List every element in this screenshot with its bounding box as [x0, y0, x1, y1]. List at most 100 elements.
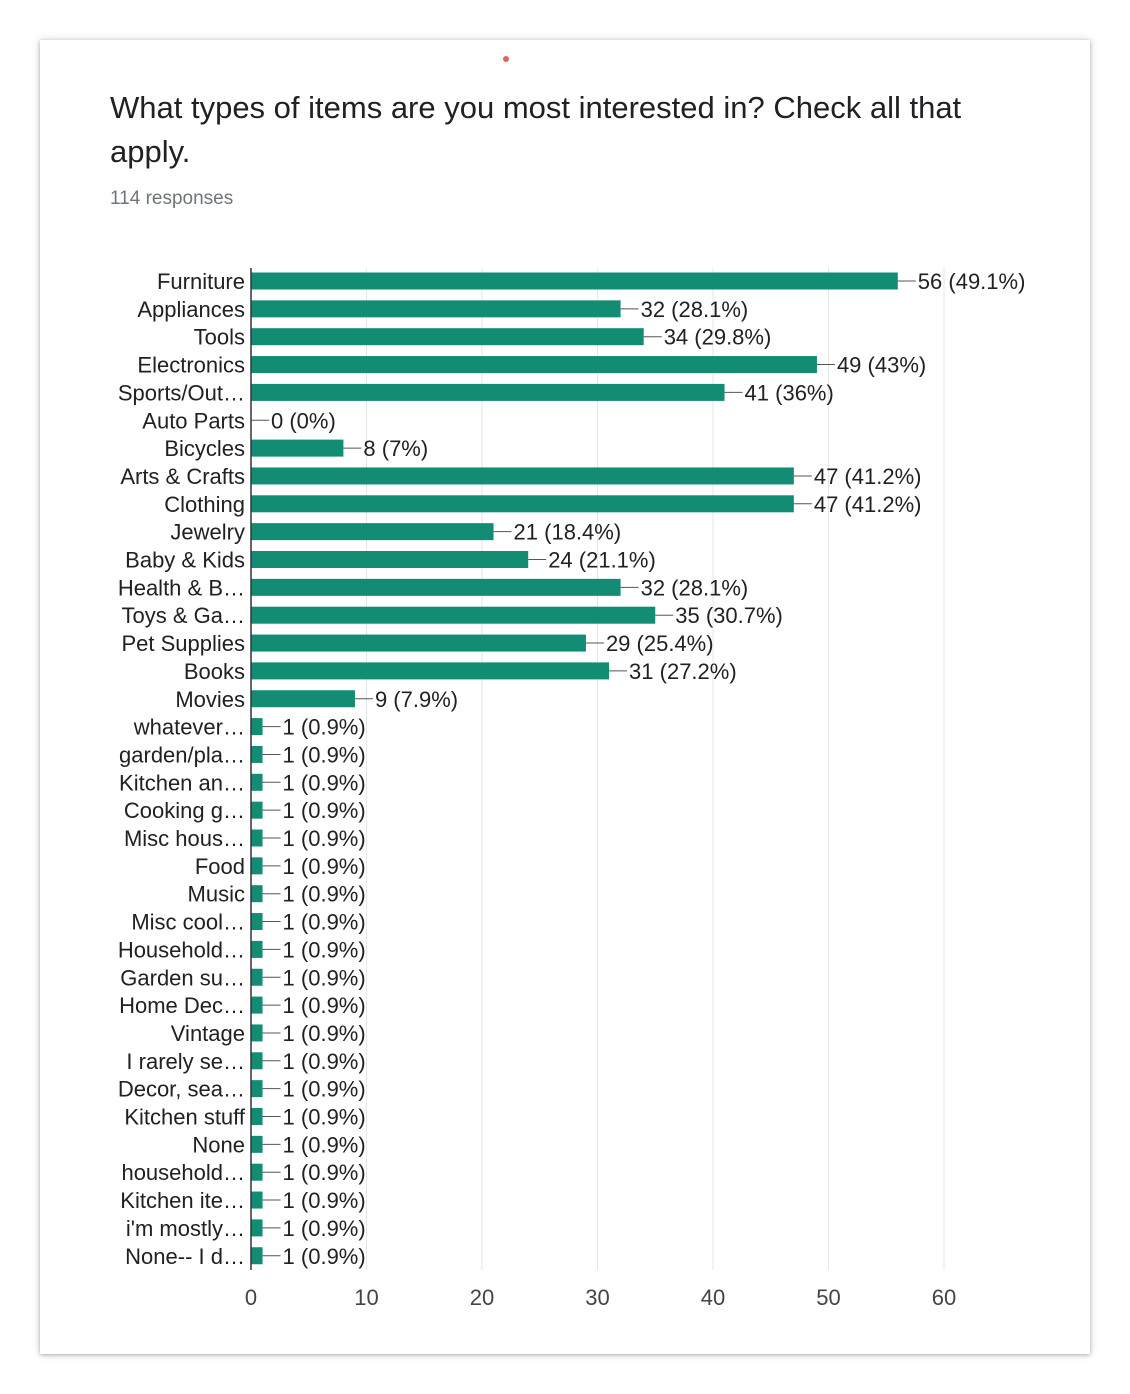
- bar: [251, 1052, 263, 1070]
- category-label: Sports/Out…: [118, 380, 245, 405]
- value-label: 32 (28.1%): [641, 297, 749, 322]
- bar: [251, 968, 263, 986]
- x-tick-label: 0: [245, 1285, 257, 1310]
- bar: [251, 773, 263, 791]
- value-label: 1 (0.9%): [283, 854, 366, 879]
- category-label: Jewelry: [170, 520, 245, 545]
- bar: [251, 1219, 263, 1237]
- category-label: Bicycles: [164, 436, 245, 461]
- value-label: 1 (0.9%): [283, 1105, 366, 1130]
- value-label: 1 (0.9%): [283, 798, 366, 823]
- bar: [251, 940, 263, 958]
- bar: [251, 1135, 263, 1153]
- bar: [251, 383, 725, 401]
- category-label: Arts & Crafts: [120, 464, 245, 489]
- bar: [251, 913, 263, 931]
- category-label: None: [192, 1132, 245, 1157]
- x-tick-label: 50: [816, 1285, 840, 1310]
- bar: [251, 300, 621, 318]
- value-label: 47 (41.2%): [814, 464, 922, 489]
- category-label: Kitchen an…: [119, 770, 245, 795]
- bar: [251, 551, 529, 568]
- bar: [251, 1191, 263, 1209]
- bar: [251, 996, 263, 1014]
- value-label: 1 (0.9%): [283, 882, 366, 907]
- category-label: Home Dec…: [119, 993, 245, 1018]
- category-label: Kitchen ite…: [120, 1188, 245, 1213]
- value-label: 24 (21.1%): [548, 548, 656, 573]
- category-label: Electronics: [137, 353, 245, 378]
- value-label: 1 (0.9%): [283, 965, 366, 990]
- x-tick-label: 30: [585, 1285, 609, 1310]
- bar: [251, 1024, 263, 1042]
- value-label: 1 (0.9%): [283, 1188, 366, 1213]
- category-label: Furniture: [157, 269, 245, 294]
- chart-card: What types of items are you most interes…: [40, 40, 1090, 1354]
- category-label: I rarely se…: [126, 1049, 245, 1074]
- value-label: 35 (30.7%): [675, 603, 783, 628]
- bar: [251, 272, 898, 290]
- bar: [251, 356, 817, 374]
- bar: [251, 885, 263, 903]
- value-label: 32 (28.1%): [641, 575, 749, 600]
- category-label: Kitchen stuff: [124, 1105, 246, 1130]
- category-label: Clothing: [164, 492, 245, 517]
- x-tick-label: 20: [470, 1285, 494, 1310]
- value-label: 1 (0.9%): [283, 1077, 366, 1102]
- category-label: Music: [188, 882, 245, 907]
- value-label: 56 (49.1%): [918, 269, 1026, 294]
- category-label: Household…: [118, 937, 245, 962]
- value-label: 1 (0.9%): [283, 1021, 366, 1046]
- value-label: 1 (0.9%): [283, 937, 366, 962]
- value-label: 1 (0.9%): [283, 742, 366, 767]
- value-label: 1 (0.9%): [283, 1132, 366, 1157]
- category-label: Health & B…: [118, 575, 245, 600]
- bar: [251, 718, 263, 736]
- value-label: 8 (7%): [363, 436, 428, 461]
- bar: [251, 578, 621, 596]
- value-label: 1 (0.9%): [283, 993, 366, 1018]
- category-label: Auto Parts: [142, 408, 245, 433]
- drag-handle-dot: [503, 56, 509, 62]
- value-label: 1 (0.9%): [283, 770, 366, 795]
- category-label: Books: [184, 659, 245, 684]
- category-label: Cooking g…: [124, 798, 245, 823]
- category-label: Misc cool…: [131, 910, 245, 935]
- value-label: 41 (36%): [745, 380, 834, 405]
- value-label: 1 (0.9%): [283, 1160, 366, 1185]
- category-label: whatever…: [133, 715, 245, 740]
- bar: [251, 1108, 263, 1125]
- value-label: 1 (0.9%): [283, 910, 366, 935]
- category-label: Toys & Ga…: [122, 603, 245, 628]
- bar: [251, 495, 794, 513]
- bar: [251, 690, 355, 708]
- value-label: 29 (25.4%): [606, 631, 714, 656]
- bar: [251, 634, 586, 652]
- bar: [251, 1247, 263, 1265]
- bar: [251, 439, 344, 457]
- response-count: 114 responses: [110, 188, 234, 209]
- x-tick-label: 40: [701, 1285, 725, 1310]
- bar: [251, 328, 644, 346]
- value-label: 1 (0.9%): [283, 1216, 366, 1241]
- value-label: 34 (29.8%): [664, 325, 772, 350]
- category-label: Baby & Kids: [125, 548, 245, 573]
- category-label: Movies: [175, 687, 245, 712]
- category-label: i'm mostly…: [126, 1216, 245, 1241]
- bar: [251, 857, 263, 875]
- bar: [251, 662, 610, 680]
- value-label: 1 (0.9%): [283, 826, 366, 851]
- bar: [251, 467, 794, 485]
- bar: [251, 745, 263, 763]
- category-label: Food: [195, 854, 245, 879]
- value-label: 47 (41.2%): [814, 492, 922, 517]
- bar: [251, 801, 263, 819]
- category-label: None-- I d…: [125, 1244, 245, 1269]
- category-label: Decor, sea…: [118, 1077, 245, 1102]
- category-label: Appliances: [137, 297, 245, 322]
- x-tick-label: 10: [354, 1285, 378, 1310]
- category-label: Vintage: [171, 1021, 245, 1046]
- value-label: 49 (43%): [837, 353, 926, 378]
- category-label: Pet Supplies: [121, 631, 245, 656]
